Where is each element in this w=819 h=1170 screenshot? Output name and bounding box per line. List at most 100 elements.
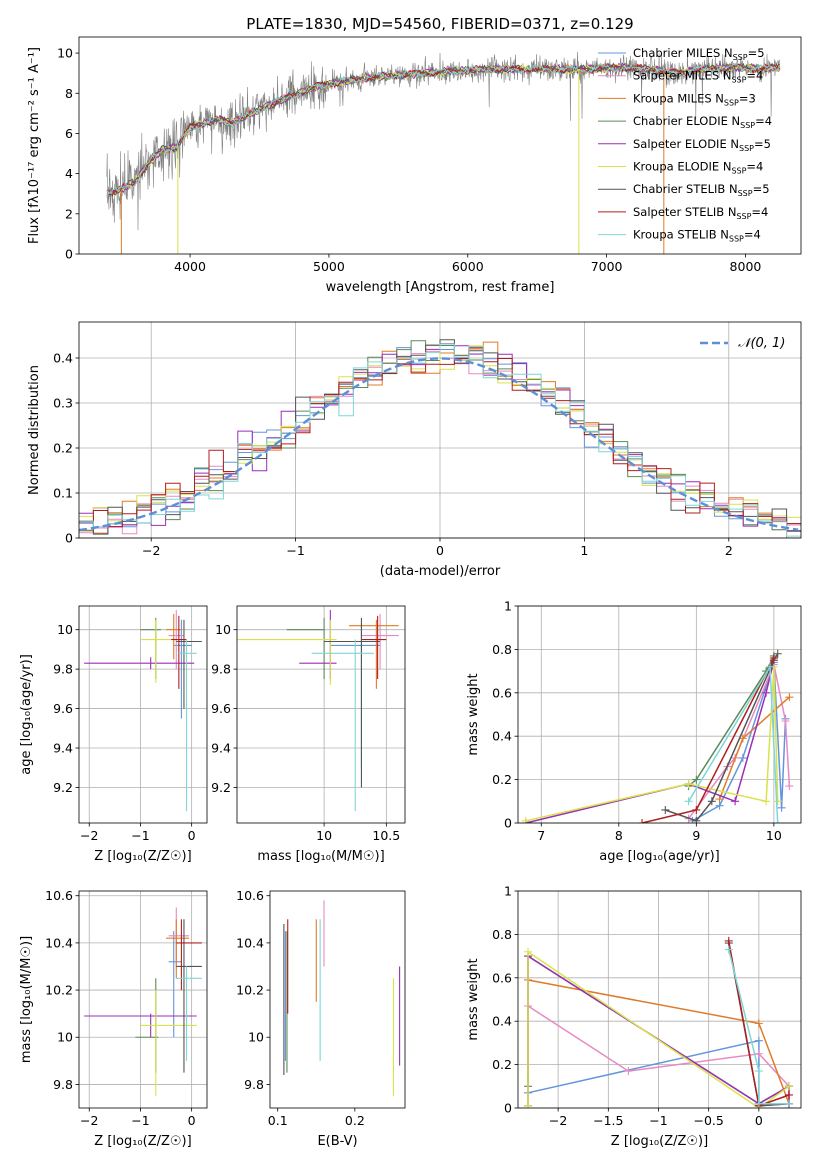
- panel-age-Z: −2 −1 0 9.2 9.4 9.6 9.8 10 Z [log₁₀(Z/Z☉)] age [l…: [19, 605, 208, 864]
- x-axis-label: Z [log₁₀(Z/Z☉)]: [94, 1134, 191, 1149]
- errorbar-point: [168, 907, 190, 967]
- legend-entry: Chabrier MILES NSSP=5: [633, 46, 765, 62]
- y-axis-label: mass weight: [466, 673, 481, 755]
- axes-frame: [517, 890, 802, 1109]
- plot-area-age-Z: [84, 609, 202, 812]
- errorbar-point: [84, 657, 195, 670]
- y-tick-label: 10: [57, 622, 73, 637]
- y-tick-label: 10.6: [236, 888, 264, 903]
- model-spectrum: [106, 62, 781, 198]
- model-spectrum: [106, 62, 781, 195]
- y-tick-label: 0.1: [53, 486, 73, 501]
- residual-histogram: [79, 345, 801, 523]
- figure-title: PLATE=1830, MJD=54560, FIBERID=0371, z=0…: [246, 15, 633, 33]
- weight-marker: [754, 1099, 763, 1108]
- y-tick-label: 0.6: [492, 970, 512, 985]
- x-tick-label: −0.5: [693, 1113, 723, 1128]
- spectrum-legend: Chabrier MILES NSSP=5 Salpeter MILES NSSP…: [598, 46, 772, 244]
- y-tick-label: 10.6: [45, 888, 73, 903]
- errorbar-point: [286, 617, 325, 679]
- y-tick-label: 9.8: [244, 1077, 264, 1092]
- weight-marker: [781, 717, 790, 726]
- weight-marker: [773, 797, 782, 806]
- model-spectrum: [106, 62, 781, 197]
- weight-line: [525, 666, 779, 822]
- weight-line: [687, 662, 791, 820]
- y-axis-label: Normed distribution: [27, 365, 42, 495]
- errorbar-point: [140, 990, 197, 1097]
- y-tick-label: 9.4: [53, 741, 73, 756]
- x-axis-label: Z [log₁₀(Z/Z☉)]: [94, 849, 191, 864]
- legend-entry: Chabrier ELODIE NSSP=4: [633, 114, 772, 130]
- y-tick-label: 9.4: [211, 741, 231, 756]
- weight-marker: [624, 1067, 633, 1076]
- x-tick-label: 5000: [313, 259, 345, 274]
- x-tick-label: 0: [188, 828, 196, 843]
- y-tick-label: 0.8: [492, 642, 512, 657]
- axes-frame: [269, 890, 406, 1109]
- y-tick-label: 9.2: [53, 780, 73, 795]
- x-tick-label: 2: [725, 543, 733, 558]
- x-tick-label: 0.1: [268, 1113, 288, 1128]
- x-tick-label: 4000: [174, 259, 206, 274]
- y-tick-label: 0: [65, 531, 73, 546]
- errorbar-point: [176, 619, 202, 709]
- weight-marker: [785, 782, 794, 791]
- panel-weight-Z: −2 −1.5 −1 −0.5 0 0 0.2 0.4 0.6 0.8 1 Z [log₁₀(Z/Z☉…: [466, 884, 802, 1149]
- errorbar-point: [237, 619, 337, 685]
- errorbar-point: [176, 919, 202, 991]
- legend-entry: Kroupa MILES NSSP=3: [633, 91, 756, 107]
- y-tick-label: 2: [65, 206, 73, 221]
- plot-area-weight-Z: [524, 936, 793, 1108]
- errorbar-point: [140, 617, 161, 679]
- panel-residuals: −2 −1 0 1 2 0 0.1 0.2 0.3 0.4 (data-model)/error No…: [27, 321, 802, 579]
- weight-line: [525, 660, 775, 823]
- weight-marker: [731, 797, 740, 806]
- y-tick-label: 6: [65, 126, 73, 141]
- y-tick-label: 0: [504, 1101, 512, 1116]
- weight-marker: [724, 945, 733, 954]
- y-tick-label: 0.2: [492, 1057, 512, 1072]
- axes-frame: [236, 605, 406, 824]
- model-spectrum: [106, 62, 781, 198]
- errorbar-point: [176, 966, 202, 1061]
- residual-histogram: [79, 347, 801, 528]
- x-tick-label: 0: [755, 1113, 763, 1128]
- legend-entry: 𝒩(0, 1): [738, 336, 785, 351]
- weight-line: [727, 949, 789, 1105]
- y-tick-label: 9.8: [53, 1077, 73, 1092]
- y-tick-label: 1: [504, 599, 512, 614]
- plot-area-mass-EBV: [283, 900, 401, 1097]
- x-tick-label: 0: [436, 543, 444, 558]
- y-tick-label: 0.6: [492, 685, 512, 700]
- model-spectrum: [106, 62, 780, 197]
- weight-marker: [762, 797, 771, 806]
- axes-frame: [78, 890, 208, 1109]
- errorbar-point: [178, 639, 197, 812]
- weight-marker: [738, 753, 747, 762]
- model-spectrum: [106, 62, 781, 197]
- y-tick-label: 8: [65, 86, 73, 101]
- y-tick-label: 0: [65, 247, 73, 262]
- x-axis-label: mass [log₁₀(M/M☉)]: [257, 849, 384, 864]
- weight-marker: [724, 936, 733, 945]
- legend-entry: Salpeter MILES NSSP=4: [633, 69, 763, 85]
- weight-marker: [692, 816, 701, 823]
- x-tick-label: 7000: [591, 259, 623, 274]
- weight-marker: [765, 662, 774, 671]
- weight-line: [527, 950, 790, 1108]
- errorbar-point: [299, 609, 337, 679]
- x-tick-label: −1.5: [593, 1113, 623, 1128]
- weight-marker: [524, 1101, 533, 1108]
- errorbar-point: [361, 615, 387, 679]
- x-axis-label: E(B-V): [317, 1134, 357, 1149]
- panel-mass-EBV: 0.1 0.2 9.8 10 10.2 10.4 10.6 E(B-V): [236, 888, 406, 1149]
- x-axis-label: wavelength [Angstrom, rest frame]: [326, 280, 555, 295]
- y-tick-label: 9.8: [211, 662, 231, 677]
- errorbar-point: [349, 619, 399, 689]
- y-axis-label: mass [log₁₀(M/M☉)]: [19, 936, 34, 1063]
- plot-area-residuals: [79, 339, 801, 538]
- model-spectrum: [106, 62, 781, 196]
- weight-marker: [784, 1090, 793, 1099]
